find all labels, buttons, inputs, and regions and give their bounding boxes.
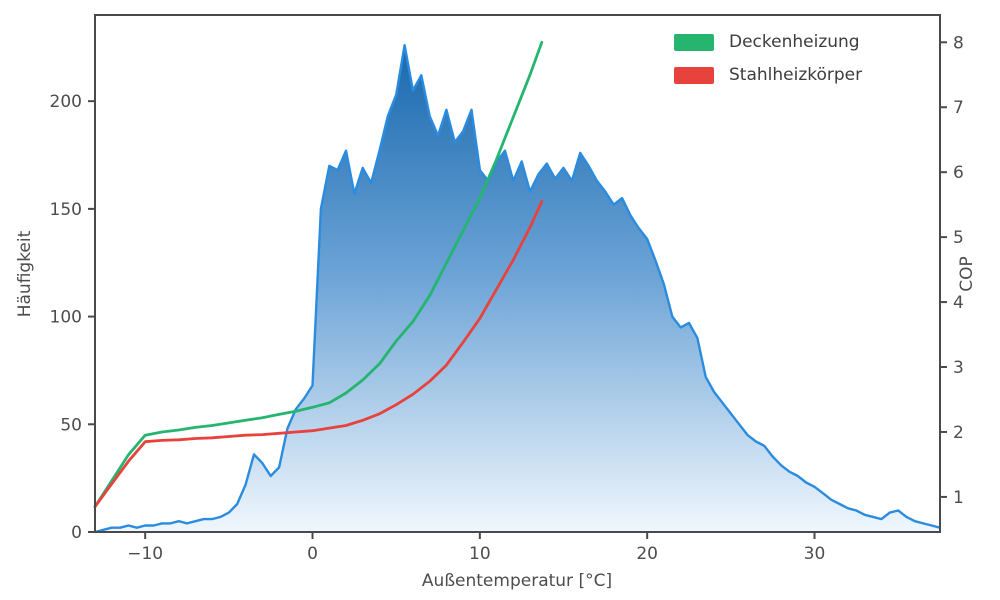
x-tick-label: 20 (636, 544, 658, 564)
legend: Deckenheizung Stahlheizkörper (660, 24, 877, 93)
plot-frame (94, 14, 941, 533)
y-right-tick-label: 3 (953, 358, 964, 378)
axes-frame-and-ticks (88, 14, 947, 539)
y-left-tick-label: 200 (50, 92, 82, 112)
y-left-tick-label: 0 (71, 523, 82, 543)
stahlheizkoerper-color-swatch (674, 66, 714, 84)
cop-line-1 (93, 200, 544, 509)
y-left-tick-label: 150 (50, 200, 82, 220)
y-right-axis-label: COP (957, 256, 977, 292)
legend-item-deckenheizung: Deckenheizung (674, 32, 862, 52)
y-right-tick-label: 2 (953, 423, 964, 443)
frequency-area-series (94, 44, 941, 534)
frequency-area-fill (95, 45, 940, 532)
legend-label-stahlheizkoerper: Stahlheizkörper (729, 65, 863, 85)
x-tick-label: 30 (804, 544, 826, 564)
legend-label-deckenheizung: Deckenheizung (729, 32, 860, 52)
x-tick-label: −10 (127, 544, 163, 564)
frequency-curve (94, 44, 941, 534)
cop-line-series (93, 40, 544, 509)
y-right-tick-label: 7 (953, 98, 964, 118)
cop-line-0 (93, 40, 544, 509)
x-axis-label: Außentemperatur [°C] (422, 571, 612, 591)
y-right-tick-label: 4 (953, 293, 964, 313)
y-right-tick-label: 6 (953, 163, 964, 183)
y-left-tick-label: 100 (50, 308, 82, 328)
x-tick-label: 10 (469, 544, 491, 564)
y-right-tick-label: 5 (953, 228, 964, 248)
y-right-tick-label: 8 (953, 33, 964, 53)
deckenheizung-color-swatch (674, 33, 714, 51)
tick-labels: −10 0 10 20 30 0 50 100 150 200 1 2 3 4 5 6 7 8 (50, 33, 964, 564)
x-tick-label: 0 (307, 544, 318, 564)
legend-item-stahlheizkoerper: Stahlheizkörper (674, 65, 862, 85)
y-left-tick-label: 50 (60, 415, 82, 435)
y-left-axis-label: Häufigkeit (15, 230, 35, 317)
y-right-tick-label: 1 (953, 488, 964, 508)
